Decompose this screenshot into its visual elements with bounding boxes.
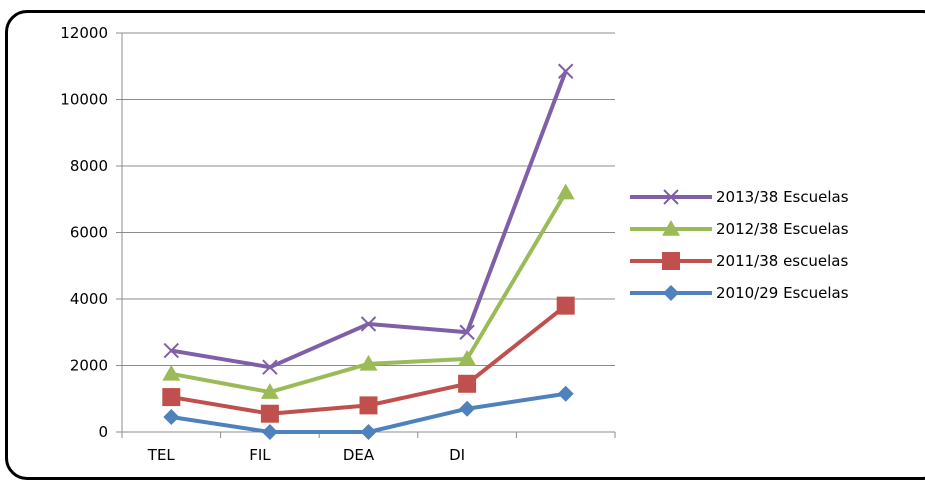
y-tick-label: 8000 <box>70 157 108 175</box>
data-point <box>557 63 574 79</box>
y-tick-label: 12000 <box>60 24 108 42</box>
y-tick-label: 10000 <box>60 91 108 109</box>
data-point <box>260 383 279 399</box>
data-point <box>459 400 476 417</box>
data-point <box>557 385 574 402</box>
data-point <box>359 354 378 371</box>
x-tick-label: DI <box>449 446 465 464</box>
data-point <box>163 409 180 426</box>
legend-marker <box>663 189 679 205</box>
data-point <box>260 404 279 423</box>
x-tick-label: DEA <box>343 446 375 464</box>
chart-frame <box>5 10 925 480</box>
data-point <box>556 183 575 200</box>
data-point <box>458 374 477 393</box>
data-point <box>360 424 377 440</box>
data-point <box>556 296 575 315</box>
y-tick-label: 2000 <box>70 357 108 375</box>
y-tick-label: 4000 <box>70 290 108 308</box>
data-point <box>360 316 377 332</box>
legend-label: 2012/38 Escuelas <box>716 220 849 238</box>
x-tick-label: FIL <box>249 446 271 464</box>
x-tick-label: TEL <box>147 446 176 464</box>
data-point <box>459 324 475 340</box>
data-point <box>359 396 378 415</box>
data-point <box>262 359 278 375</box>
legend-marker <box>662 220 680 236</box>
line-chart: 0 2000 4000 6000 8000 10000 12000 TEL FIL DEA DI 20… <box>60 24 849 464</box>
legend-marker <box>663 285 679 301</box>
legend-label: 2013/38 Escuelas <box>716 188 849 206</box>
data-point <box>162 388 181 407</box>
data-point <box>163 342 180 359</box>
data-point <box>261 424 278 440</box>
legend-marker <box>662 252 680 270</box>
y-tick-label: 6000 <box>70 224 108 242</box>
data-point <box>162 364 181 381</box>
legend-label: 2011/38 escuelas <box>716 252 848 270</box>
legend-label: 2010/29 Escuelas <box>716 284 849 302</box>
data-point <box>458 349 477 366</box>
y-tick-label: 0 <box>98 423 108 441</box>
